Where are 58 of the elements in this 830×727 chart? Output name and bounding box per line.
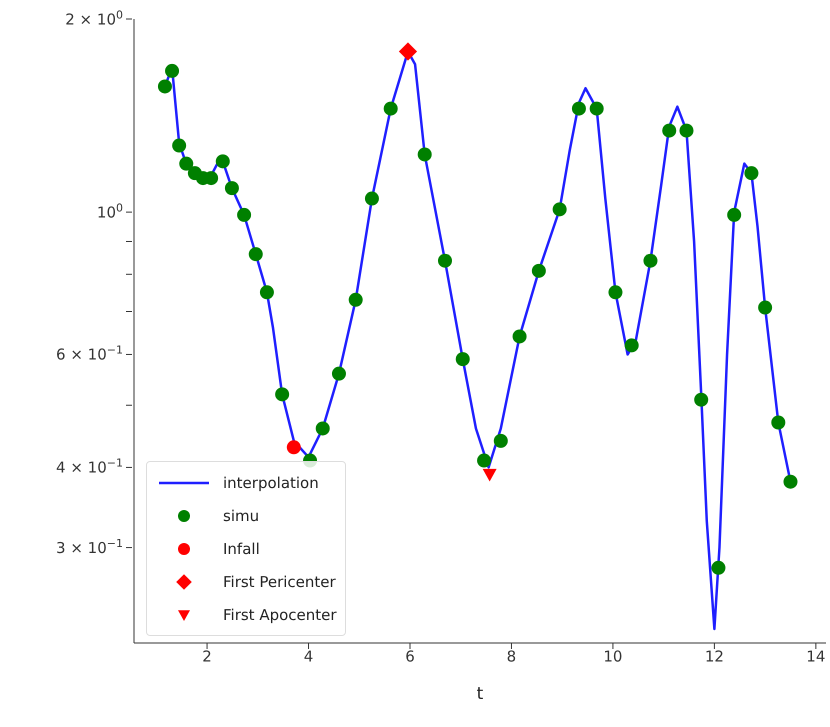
point [694,392,708,407]
point [711,560,726,575]
point [332,366,346,381]
point [744,166,758,180]
point [608,285,622,300]
point [286,440,301,454]
point [384,102,398,116]
legend-label: Infall [223,540,260,558]
x-tick-label: 6 [405,648,415,666]
point [477,454,492,468]
x-tick-label: 4 [304,648,314,666]
point [512,329,527,344]
x-tick-label: 2 [202,648,212,666]
x-tick-label: 12 [704,648,724,666]
x-tick-label: 8 [506,648,516,666]
point [494,434,508,448]
y-tick-label: 10$^{0}$ [96,200,123,222]
point [275,387,290,402]
point [316,421,330,436]
point [456,352,470,366]
x-axis-title: t [476,684,484,704]
point [348,292,363,307]
x-tick-label: 14 [806,648,826,666]
point [771,415,786,430]
legend-label: interpolation [223,474,319,492]
point [572,102,586,116]
legend-label: First Pericenter [223,572,336,590]
point [364,192,379,206]
point [758,300,772,315]
y-tick-label: 3 × 10$^{−1}$ [56,536,123,557]
legend-label: First Apocenter [223,606,337,624]
point [783,474,798,489]
point [418,147,432,162]
point [216,154,230,168]
y-tick-label: 6 × 10$^{−1}$ [56,343,123,364]
y-tick-label: 4 × 10$^{−1}$ [56,456,123,477]
point [643,254,658,268]
point [482,468,497,482]
point [590,102,604,116]
y-tick-label: 2 × 10$^{0}$ [65,8,123,28]
point [727,208,742,222]
point [179,156,194,171]
point [260,285,274,300]
x-tick-label: 10 [603,648,622,666]
point [679,124,694,138]
point [398,42,418,61]
point [438,254,452,268]
point [662,124,676,138]
legend-label: simu [223,506,260,524]
point [552,202,567,216]
point [624,338,639,352]
point [224,181,239,196]
point [532,264,546,278]
point [248,247,263,262]
point [165,64,180,78]
point [158,79,172,94]
point [172,138,186,153]
point [237,208,252,222]
